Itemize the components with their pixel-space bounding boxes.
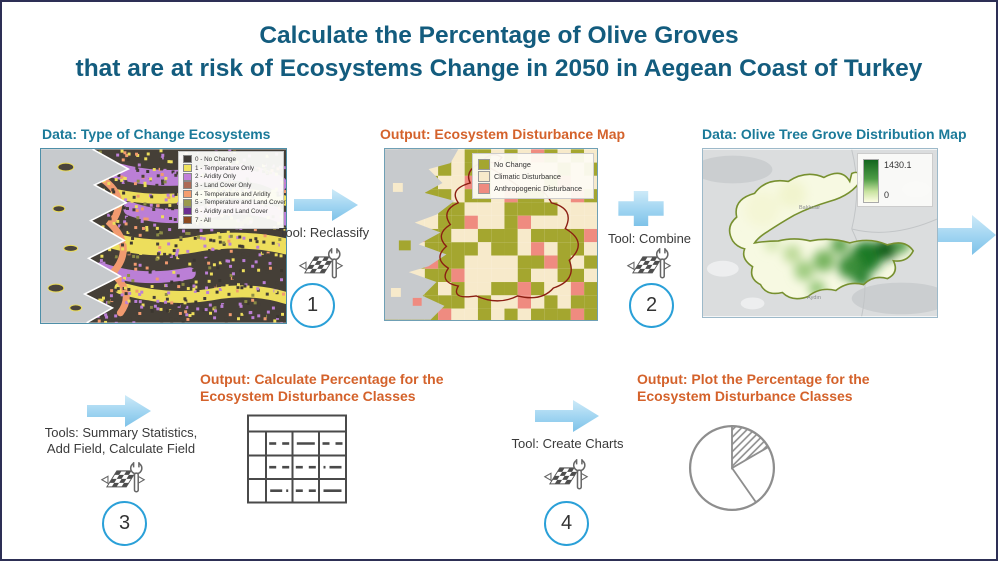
olive-map-legend: 1430.1 0 — [857, 153, 933, 207]
step4-tool-label: Tool: Create Charts — [511, 436, 624, 451]
legend-label: 7 - All — [195, 216, 211, 224]
legend-item: 7 - All — [183, 216, 279, 225]
step1-tool-label: Tool: Reclassify — [278, 225, 370, 240]
step3-number: 3 — [118, 512, 131, 534]
legend-label: 3 - Land Cover Only — [195, 181, 252, 189]
pie-hatched-slice — [731, 425, 770, 470]
legend-swatch — [183, 198, 192, 207]
place-label: Balıkesir — [799, 205, 821, 211]
legend-label: 1 - Temperature Only — [195, 164, 255, 172]
pie-output-label: Output: Plot the Percentage for the Ecos… — [637, 371, 887, 405]
legend-max-value: 1430.1 — [884, 160, 912, 170]
legend-label: Climatic Disturbance — [494, 171, 561, 181]
table-cell-values — [269, 442, 343, 492]
legend-item: 3 - Land Cover Only — [183, 181, 279, 190]
legend-label: No Change — [494, 159, 531, 169]
legend-item: Climatic Disturbance — [478, 170, 588, 182]
pie-output-label-line1: Output: Plot the Percentage for the — [637, 371, 870, 387]
study-area-boundary — [439, 162, 579, 302]
geoprocessing-tool-icon — [100, 457, 146, 499]
pie-chart-icon — [688, 424, 776, 512]
legend-swatch — [183, 164, 192, 173]
slide-title-line2: that are at risk of Ecosystems Change in… — [75, 55, 923, 82]
step2-number: 2 — [645, 294, 658, 316]
legend-item: 2 - Aridity Only — [183, 172, 279, 181]
legend-label: 4 - Temperature and Aridity — [195, 190, 271, 198]
legend-swatch — [183, 155, 192, 164]
change-map-label: Data: Type of Change Ecosystems — [42, 126, 271, 142]
olive-map-graphic — [703, 149, 937, 317]
geoprocessing-tool-icon — [626, 243, 672, 285]
legend-item: 0 - No Change — [183, 155, 279, 164]
disturbance-map-legend: No Change Climatic Disturbance Anthropogen… — [472, 153, 594, 199]
slide-title: Calculate the Percentage of Olive Groves… — [2, 19, 996, 85]
plus-combine-icon — [618, 191, 664, 226]
legend-label: Anthropogenic Disturbance — [494, 183, 583, 193]
pie-slice-divider — [731, 467, 757, 503]
step2-tool-label: Tool: Combine — [607, 231, 692, 246]
step3-tool-line1: Tools: Summary Statistics, — [44, 425, 198, 440]
flow-arrow-2-icon — [938, 215, 996, 255]
legend-swatch — [183, 190, 192, 199]
legend-swatch — [183, 172, 192, 181]
olive-map-label: Data: Olive Tree Grove Distribution Map — [702, 126, 967, 142]
step3-tool-line2: Add Field, Calculate Field — [46, 440, 196, 456]
flow-arrow-1-icon — [294, 189, 358, 221]
legend-item: 1 - Temperature Only — [183, 164, 279, 173]
step2-number-badge: 2 — [629, 283, 674, 328]
pie-output-label-line2: Ecosystem Disturbance Classes — [637, 388, 853, 404]
legend-item: Anthropogenic Disturbance — [478, 182, 588, 194]
step3-tool-label: Tools: Summary Statistics, Add Field, Ca… — [30, 425, 212, 456]
step3-number-badge: 3 — [102, 501, 147, 546]
change-map-legend: 0 - No Change 1 - Temperature Only 2 - Ari… — [178, 151, 286, 229]
step1-number: 1 — [306, 294, 319, 316]
legend-swatch — [183, 181, 192, 190]
ecosystem-disturbance-map: No Change Climatic Disturbance Anthropogen… — [384, 148, 598, 321]
disturbance-map-label: Output: Ecosystem Disturbance Map — [380, 126, 626, 142]
legend-swatch — [183, 216, 192, 225]
step1-number-badge: 1 — [290, 283, 335, 328]
legend-swatch — [478, 182, 490, 194]
statistics-table-icon — [247, 414, 347, 504]
legend-min-value: 0 — [884, 190, 890, 200]
table-output-label: Output: Calculate Percentage for the Eco… — [200, 371, 460, 405]
legend-swatch — [183, 207, 192, 216]
legend-label: 6 - Aridity and Land Cover — [195, 207, 268, 215]
slide-title-line1: Calculate the Percentage of Olive Groves — [259, 22, 739, 49]
change-ecosystems-map: 0 - No Change 1 - Temperature Only 2 - Ari… — [40, 148, 287, 324]
olive-region-outline — [728, 171, 915, 300]
legend-swatch — [478, 158, 490, 170]
legend-item: 6 - Aridity and Land Cover — [183, 207, 279, 216]
legend-swatch — [478, 170, 490, 182]
legend-label: 2 - Aridity Only — [195, 173, 236, 181]
geoprocessing-tool-icon — [543, 454, 589, 496]
flow-arrow-3-icon — [87, 395, 151, 427]
legend-item: 5 - Temperature and Land Cover — [183, 198, 286, 207]
legend-item: No Change — [478, 158, 588, 170]
legend-item: 4 - Temperature and Aridity — [183, 190, 279, 199]
legend-label: 0 - No Change — [195, 155, 236, 163]
flow-arrow-4-icon — [535, 400, 599, 432]
color-ramp — [863, 159, 879, 203]
table-output-label-line2: Ecosystem Disturbance Classes — [200, 388, 416, 404]
step4-number-badge: 4 — [544, 501, 589, 546]
geoprocessing-tool-icon — [298, 243, 344, 285]
olive-distribution-map: Balıkesir Aydın 1430.1 0 — [702, 148, 938, 318]
table-output-label-line1: Output: Calculate Percentage for the — [200, 371, 444, 387]
legend-label: 5 - Temperature and Land Cover — [195, 199, 286, 207]
step4-number: 4 — [560, 512, 573, 534]
place-label: Aydın — [807, 295, 821, 301]
